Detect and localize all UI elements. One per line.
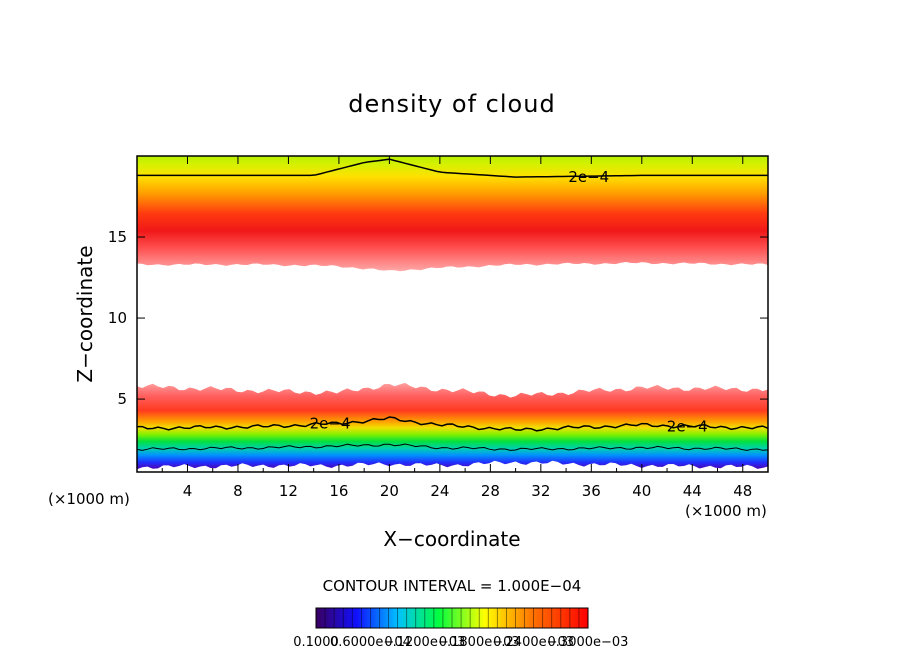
x-tick-label: 20 — [380, 482, 399, 500]
upper-contour-line — [137, 158, 768, 178]
y-tick-label: 10 — [108, 309, 127, 327]
cloud-field: 2e−4 2e−4 2e−4 — [137, 156, 768, 470]
colorbar-labels: 0.10000.6000e−040.1200e−030.1800e−030.24… — [293, 635, 628, 650]
x-tick-label: 40 — [632, 482, 651, 500]
colorbar-ticks — [315, 608, 589, 628]
x-axis-label: X−coordinate — [383, 527, 520, 551]
lower-cloud-layer — [137, 382, 768, 470]
x-tick-label: 36 — [582, 482, 601, 500]
contour-label: 2e−4 — [667, 418, 708, 436]
lower-contour-line — [137, 416, 768, 432]
lower-contour-line-secondary — [137, 443, 768, 451]
x-tick-label: 44 — [683, 482, 702, 500]
plot-frame — [136, 155, 769, 473]
contour-label: 2e−4 — [568, 168, 609, 186]
x-axis-ticks: 4 8 12 16 20 24 28 32 36 40 44 48 — [161, 156, 752, 500]
x-tick-label: 32 — [531, 482, 550, 500]
colorbar-label: 0.6000e−04 — [330, 635, 411, 650]
x-tick-label: 28 — [481, 482, 500, 500]
chart-title: density of cloud — [348, 90, 555, 118]
colorbar-label: 0.1000 — [293, 635, 339, 650]
colorbar-label: 0.3000e−03 — [548, 635, 629, 650]
x-unit-label-right: (×1000 m) — [685, 502, 767, 520]
y-tick-label: 5 — [117, 390, 127, 408]
x-tick-label: 8 — [233, 482, 243, 500]
y-tick-label: 15 — [108, 228, 127, 246]
colorbar-label: 0.1200e−03 — [384, 635, 465, 650]
x-tick-label: 16 — [329, 482, 348, 500]
upper-cloud-layer — [137, 156, 768, 272]
colorbar-label: 0.1800e−03 — [439, 635, 520, 650]
x-tick-label: 48 — [733, 482, 752, 500]
y-axis-ticks: 5 10 15 — [108, 228, 768, 408]
x-tick-label: 4 — [183, 482, 193, 500]
y-axis-label: Z−coordinate — [73, 245, 97, 382]
contour-labels: 2e−4 2e−4 2e−4 — [310, 168, 708, 436]
colorbar-label: 0.2400e−03 — [493, 635, 574, 650]
x-unit-label-left: (×1000 m) — [48, 490, 130, 508]
contour-interval-label: CONTOUR INTERVAL = 1.000E−04 — [323, 577, 582, 595]
x-tick-label: 12 — [279, 482, 298, 500]
contour-label: 2e−4 — [310, 414, 351, 432]
x-tick-label: 24 — [430, 482, 449, 500]
